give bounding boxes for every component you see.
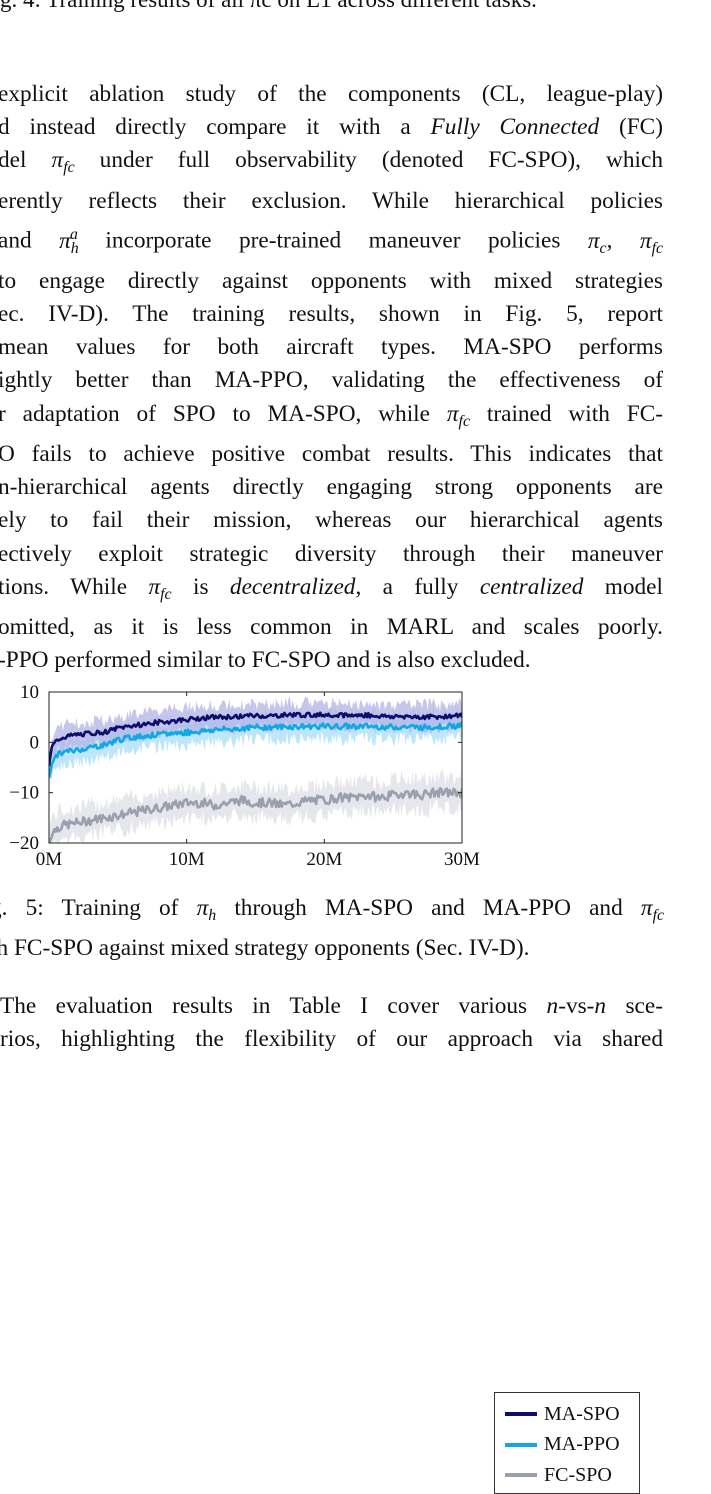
y-tick-label: 10 <box>20 682 39 703</box>
legend-swatch <box>505 1473 537 1477</box>
text-line: r adaptation of SPO to MA-SPO, while πfc… <box>0 400 663 430</box>
chart-legend: MA-SPO MA-PPO FC-SPO <box>494 1392 640 1494</box>
legend-item-ma-spo: MA-SPO <box>505 1401 620 1427</box>
math-pi-fc: πfc <box>640 895 664 925</box>
series-lines <box>49 711 462 843</box>
x-tick-label: 20M <box>306 849 342 866</box>
text-line: d instead directly compare it with a Ful… <box>0 114 663 141</box>
caption-line: th FC-SPO against mixed strategy opponen… <box>0 935 530 962</box>
y-tick-label: −20 <box>9 833 39 854</box>
text-line: n-hierarchical agents directly engaging … <box>0 474 663 501</box>
math-pi-fc: πfc <box>51 147 75 177</box>
body-paragraph: The evaluation results in Table I cover … <box>0 990 663 1056</box>
band-fc-spo <box>49 768 462 843</box>
line-ma-ppo <box>49 721 462 779</box>
y-tick-label: −10 <box>9 783 39 804</box>
line-ma-spo <box>49 711 462 767</box>
plot-frame <box>48 691 463 844</box>
legend-swatch <box>505 1412 537 1416</box>
text-line: ectively exploit strategic diversity thr… <box>0 540 663 567</box>
text-line: omitted, as it is less common in MARL an… <box>0 614 663 640</box>
legend-item-ma-ppo: MA-PPO <box>505 1432 620 1458</box>
math-pi-h-a: πha <box>59 225 79 257</box>
band-ma-spo <box>49 696 462 785</box>
line-fc-spo <box>49 787 462 843</box>
figure-5: −20 −10 0 10 0M 10M 20M 30M MA-SPO MA-PPO FC-SPO <box>0 676 711 1494</box>
legend-label: MA-SPO <box>544 1402 620 1425</box>
variance-bands <box>49 696 462 843</box>
text-line: mean values for both aircraft types. MA-… <box>0 334 663 361</box>
text-line: explicit ablation study of the component… <box>0 81 663 107</box>
text-line: and πha incorporate pre-trained maneuver… <box>0 225 663 257</box>
math-pi-fc: πfc <box>639 227 663 257</box>
y-tick-label: 0 <box>30 732 40 753</box>
legend-label: FC-SPO <box>544 1463 612 1486</box>
math-pi-c: πc <box>587 227 607 257</box>
text-line: ely to fail their mission, whereas our h… <box>0 507 663 534</box>
text-line: ightly better than MA-PPO, validating th… <box>0 367 663 394</box>
legend-label: MA-PPO <box>544 1433 620 1455</box>
body-paragraph: explicit ablation study of the component… <box>0 78 663 677</box>
text-line: del πfc under full observability (denote… <box>0 147 663 177</box>
text-line: O fails to achieve positive combat resul… <box>0 440 663 467</box>
text-line: ec. IV-D). The training results, shown i… <box>0 301 663 328</box>
text-line: rios, highlighting the flexibility of ou… <box>0 1026 663 1053</box>
text-line: The evaluation results in Table I cover … <box>0 993 663 1019</box>
text-line: tions. While πfc is decentralized, a ful… <box>0 573 663 603</box>
math-pi-fc: πfc <box>446 400 470 430</box>
x-tick-label: 10M <box>169 849 205 866</box>
caption-line: g. 5: Training of πh through MA-SPO and … <box>0 895 664 925</box>
text-line: to engage directly against opponents wit… <box>0 267 663 294</box>
figure-4-caption-fragment: g. 4: Training results of all πc on L1 a… <box>0 0 711 13</box>
math-pi-h: πh <box>196 895 217 925</box>
text-line: -PPO performed similar to FC-SPO and is … <box>0 647 531 674</box>
legend-swatch <box>505 1442 537 1447</box>
training-chart: −20 −10 0 10 0M 10M 20M 30M <box>9 682 480 866</box>
figure-5-caption: g. 5: Training of πh through MA-SPO and … <box>0 892 664 965</box>
text-line: erently reflects their exclusion. While … <box>0 187 663 214</box>
x-tick-label: 30M <box>444 849 480 866</box>
math-pi-fc: πfc <box>148 573 172 603</box>
x-tick-label: 0M <box>36 849 63 866</box>
chart-axes: −20 −10 0 10 0M 10M 20M 30M <box>9 682 480 866</box>
legend-item-fc-spo: FC-SPO <box>505 1462 612 1488</box>
